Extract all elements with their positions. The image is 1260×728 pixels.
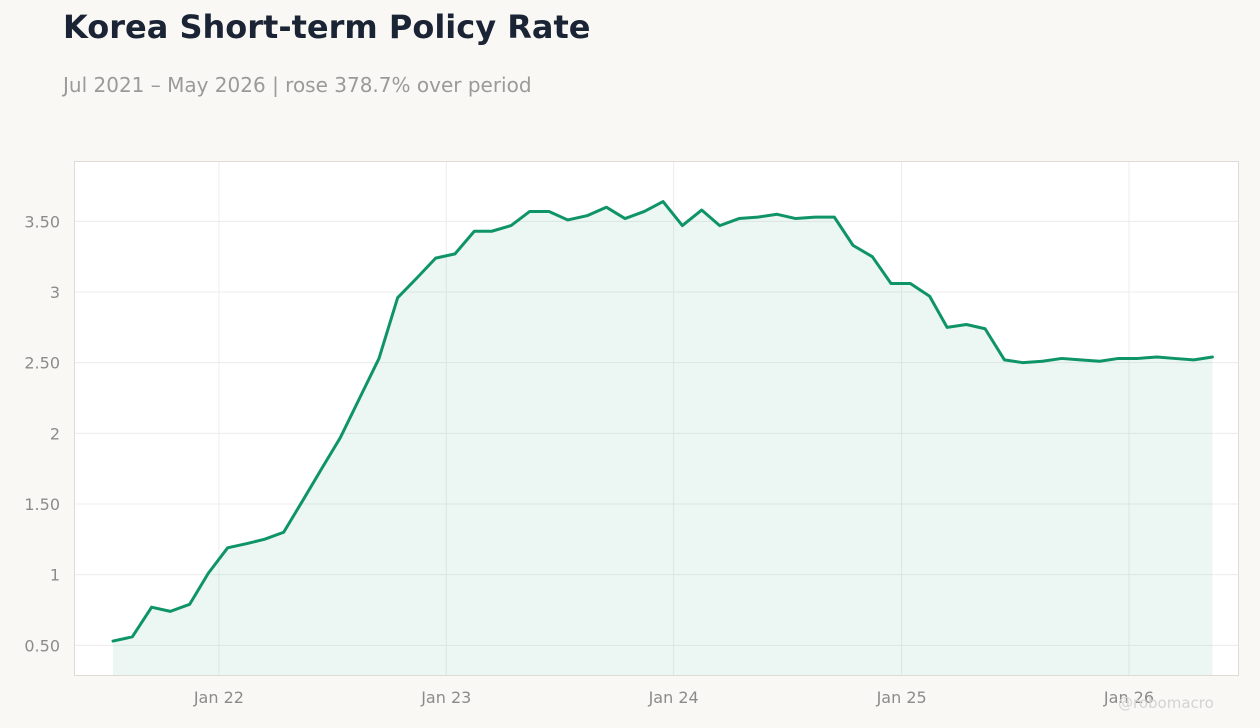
x-tick-labels: Jan 22 Jan 23 Jan 24 Jan 25 Jan 26 — [193, 688, 1154, 707]
y-tick-label: 1 — [50, 566, 60, 585]
y-tick-label: 2.50 — [24, 354, 60, 373]
x-tick-label: Jan 23 — [420, 688, 471, 707]
chart-title: Korea Short-term Policy Rate — [63, 8, 591, 46]
x-tick-label: Jan 24 — [648, 688, 699, 707]
plot-area — [74, 161, 1239, 676]
area-fill — [113, 201, 1213, 675]
y-grid — [75, 220, 1238, 646]
y-tick-label: 0.50 — [24, 636, 60, 655]
series-line — [111, 200, 1214, 643]
y-tick-label: 2 — [50, 424, 60, 443]
x-tick-label: Jan 22 — [193, 688, 244, 707]
watermark: @robomacro — [1118, 694, 1214, 712]
chart-subtitle: Jul 2021 – May 2026 | rose 378.7% over p… — [63, 73, 532, 97]
x-tick-label: Jan 25 — [876, 688, 927, 707]
y-tick-label: 3.50 — [24, 212, 60, 231]
x-tick-label: Jan 26 — [1103, 688, 1154, 707]
y-tick-label: 3 — [50, 283, 60, 302]
y-tick-labels: 0.50 1 1.50 2 2.50 3 3.50 — [24, 212, 60, 655]
x-grid — [218, 162, 1130, 675]
y-tick-label: 1.50 — [24, 495, 60, 514]
